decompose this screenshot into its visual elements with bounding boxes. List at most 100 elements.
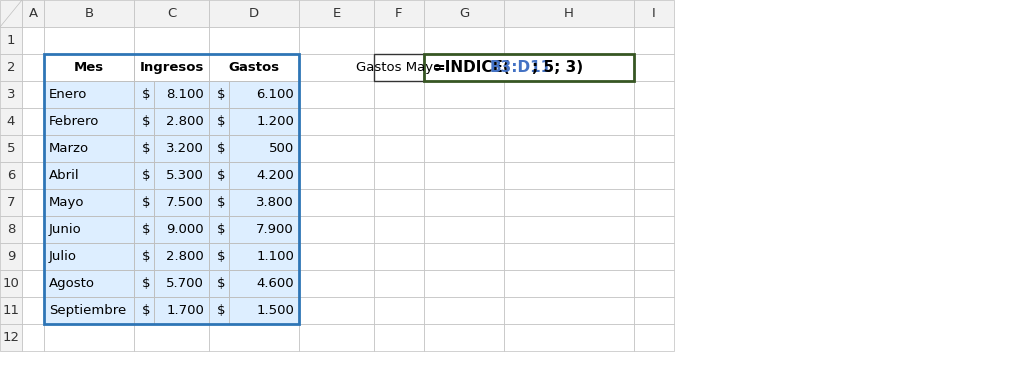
Bar [0, 135, 22, 162]
Bar [424, 324, 504, 351]
Bar [374, 324, 424, 351]
Bar [209, 27, 299, 54]
Bar [44, 162, 134, 189]
Bar [299, 216, 374, 243]
Text: $: $ [217, 142, 225, 155]
Bar [634, 270, 674, 297]
Bar [299, 297, 374, 324]
Text: 6: 6 [7, 169, 15, 182]
Bar [504, 0, 634, 27]
Bar [634, 216, 674, 243]
Bar [424, 81, 504, 108]
Bar [209, 243, 299, 270]
Bar [504, 81, 634, 108]
Bar [134, 324, 209, 351]
Text: E: E [333, 7, 341, 20]
Text: 4: 4 [7, 115, 15, 128]
Bar [44, 27, 134, 54]
Bar [209, 189, 299, 216]
Text: Marzo: Marzo [49, 142, 89, 155]
Bar [44, 216, 134, 243]
Text: $: $ [217, 277, 225, 290]
Text: B: B [84, 7, 93, 20]
Bar [44, 297, 134, 324]
Bar [22, 81, 44, 108]
Text: C: C [167, 7, 176, 20]
Bar [424, 0, 504, 27]
Bar [22, 0, 44, 27]
Bar [134, 216, 209, 243]
Bar [374, 216, 424, 243]
Bar [504, 162, 634, 189]
Bar [374, 54, 424, 81]
Text: $: $ [217, 169, 225, 182]
Bar [134, 27, 209, 54]
Bar [374, 0, 424, 27]
Bar [0, 324, 22, 351]
Bar [504, 297, 634, 324]
Bar [634, 324, 674, 351]
Bar [504, 324, 634, 351]
Bar [299, 162, 374, 189]
Bar [0, 0, 22, 27]
Bar [22, 189, 44, 216]
Bar [22, 324, 44, 351]
Bar [0, 243, 22, 270]
Text: D: D [249, 7, 259, 20]
Bar [44, 270, 134, 297]
Bar [504, 189, 634, 216]
Bar [634, 27, 674, 54]
Text: 4.200: 4.200 [256, 169, 294, 182]
Bar [134, 162, 209, 189]
Text: 5: 5 [7, 142, 15, 155]
Text: $: $ [217, 88, 225, 101]
Bar [44, 189, 134, 216]
Text: B3:D11: B3:D11 [489, 60, 551, 75]
Text: 10: 10 [3, 277, 19, 290]
Text: 9.000: 9.000 [166, 223, 204, 236]
Text: $: $ [142, 223, 151, 236]
Bar [424, 162, 504, 189]
Text: 3.800: 3.800 [256, 196, 294, 209]
Text: 4.600: 4.600 [256, 277, 294, 290]
Bar [209, 135, 299, 162]
Bar [299, 108, 374, 135]
Bar [134, 108, 209, 135]
Text: 2.800: 2.800 [166, 115, 204, 128]
Bar [134, 108, 209, 135]
Bar [0, 27, 22, 54]
Bar [374, 297, 424, 324]
Text: $: $ [142, 196, 151, 209]
Bar [209, 270, 299, 297]
Bar [44, 135, 134, 162]
Bar [44, 162, 134, 189]
Text: $: $ [142, 115, 151, 128]
Text: Enero: Enero [49, 88, 87, 101]
Bar [134, 81, 209, 108]
Bar [22, 297, 44, 324]
Bar [134, 243, 209, 270]
Bar [44, 189, 134, 216]
Bar [0, 162, 22, 189]
Text: 8: 8 [7, 223, 15, 236]
Text: G: G [459, 7, 469, 20]
Text: I: I [652, 7, 656, 20]
Text: Gastos Mayo: Gastos Mayo [356, 61, 441, 74]
Bar [634, 0, 674, 27]
Text: $: $ [142, 142, 151, 155]
Bar [44, 54, 299, 324]
Bar [299, 135, 374, 162]
Text: 8.100: 8.100 [166, 88, 204, 101]
Text: $: $ [217, 250, 225, 263]
Bar [22, 54, 44, 81]
Text: 7.500: 7.500 [166, 196, 204, 209]
Bar [374, 162, 424, 189]
Bar [44, 108, 134, 135]
Bar [134, 216, 209, 243]
Bar [374, 243, 424, 270]
Bar [134, 297, 209, 324]
Bar [134, 297, 209, 324]
Bar [44, 0, 134, 27]
Bar [22, 108, 44, 135]
Text: A: A [29, 7, 38, 20]
